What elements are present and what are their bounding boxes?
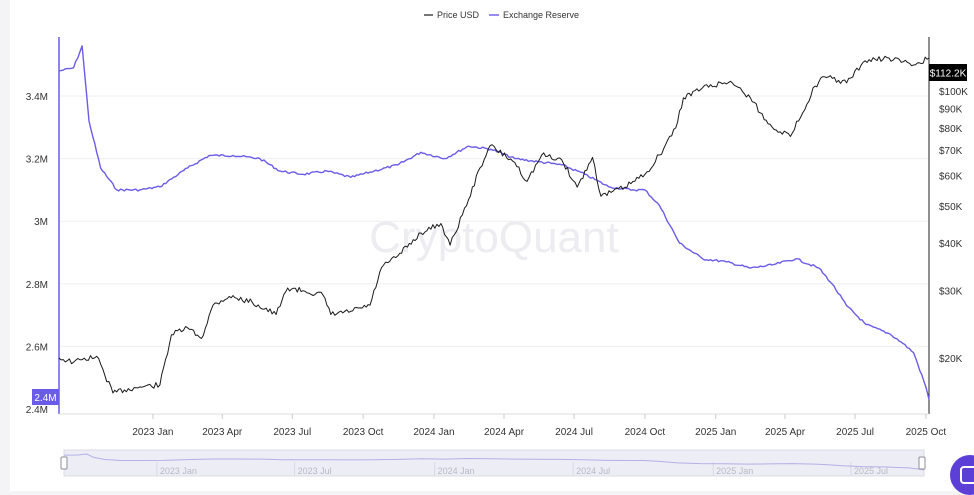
x-tick-label: 2024 Jan xyxy=(413,427,454,438)
price-current-value: $112.2K xyxy=(930,69,967,80)
watermark: CryptoQuant xyxy=(369,213,618,262)
left-tick-label: 2.8M xyxy=(26,280,48,291)
series-layer xyxy=(58,45,930,400)
x-tick-label: 2025 Jan xyxy=(695,427,736,438)
x-tick-label: 2024 Oct xyxy=(625,427,666,438)
navigator-left-handle[interactable] xyxy=(60,456,68,470)
left-tick-label: 3.4M xyxy=(26,92,48,103)
navigator-tick-label: 2025 Jul xyxy=(854,466,888,476)
left-tick-label: 2.6M xyxy=(26,342,48,353)
price-current-badge xyxy=(929,64,967,81)
right-tick-label: $70K xyxy=(939,146,963,157)
right-tick-label: $90K xyxy=(939,104,963,115)
reserve-current-value: 2.4M xyxy=(34,393,56,404)
x-tick-label: 2023 Jul xyxy=(273,427,311,438)
right-tick-label: $30K xyxy=(939,287,963,298)
left-axis: 3.4M 3.2M 3M 2.8M 2.6M 2.4M xyxy=(26,37,60,416)
navigator-ticks: 2023 Jan 2023 Jul 2024 Jan 2024 Jul 2025 Jan… xyxy=(156,462,888,476)
chart-card: Price USD Exchange Reserve CryptoQuant 3… xyxy=(10,0,974,491)
range-navigator[interactable]: 2023 Jan 2023 Jul 2024 Jan 2024 Jul 2025 Jan… xyxy=(60,449,926,477)
navigator-right-handle[interactable] xyxy=(918,456,926,470)
x-tick-label: 2023 Apr xyxy=(202,427,243,438)
navigator-track[interactable] xyxy=(63,449,925,477)
navigator-tick-label: 2023 Jul xyxy=(298,466,332,476)
x-tick-label: 2024 Apr xyxy=(484,427,525,438)
navigator-tick-label: 2024 Jan xyxy=(438,466,475,476)
x-tick-label: 2025 Oct xyxy=(906,427,947,438)
right-axis: $100K $90K $80K $70K $60K $50K $40K $30K $20K xyxy=(928,37,968,414)
x-axis: 2023 Jan 2023 Apr 2023 Jul 2023 Oct 2024 Jan… xyxy=(59,413,947,438)
x-tick-label: 2025 Apr xyxy=(765,427,806,438)
x-tick-label: 2023 Jan xyxy=(132,427,173,438)
reserve-current-badge xyxy=(32,389,59,405)
right-tick-label: $40K xyxy=(939,239,963,250)
series-price-usd-line[interactable] xyxy=(58,55,930,394)
value-badges: 2.4M $112.2K xyxy=(32,64,967,405)
left-tick-label: 3.2M xyxy=(26,155,48,166)
gridlines xyxy=(59,95,929,347)
left-tick-label: 3M xyxy=(34,217,48,228)
legend[interactable]: Price USD Exchange Reserve xyxy=(424,10,579,20)
navigator-reserve-line xyxy=(63,453,925,471)
series-exchange-reserve-line[interactable] xyxy=(58,45,930,400)
x-tick-label: 2025 Jul xyxy=(836,427,874,438)
navigator-tick-label: 2024 Jul xyxy=(576,466,610,476)
chart-canvas: Price USD Exchange Reserve CryptoQuant 3… xyxy=(26,10,968,477)
legend-reserve-label[interactable]: Exchange Reserve xyxy=(503,10,579,20)
right-tick-label: $60K xyxy=(939,172,963,183)
legend-price-label[interactable]: Price USD xyxy=(437,10,480,20)
right-tick-label: $100K xyxy=(939,87,968,98)
chat-icon xyxy=(960,466,974,484)
left-tick-label: 2.4M xyxy=(26,405,48,416)
x-tick-label: 2023 Oct xyxy=(343,427,384,438)
x-tick-label: 2024 Jul xyxy=(555,427,593,438)
navigator-tick-label: 2025 Jan xyxy=(716,466,753,476)
navigator-tick-label: 2023 Jan xyxy=(160,466,197,476)
right-tick-label: $50K xyxy=(939,202,963,213)
right-tick-label: $80K xyxy=(939,124,963,135)
right-tick-label: $20K xyxy=(939,354,963,365)
